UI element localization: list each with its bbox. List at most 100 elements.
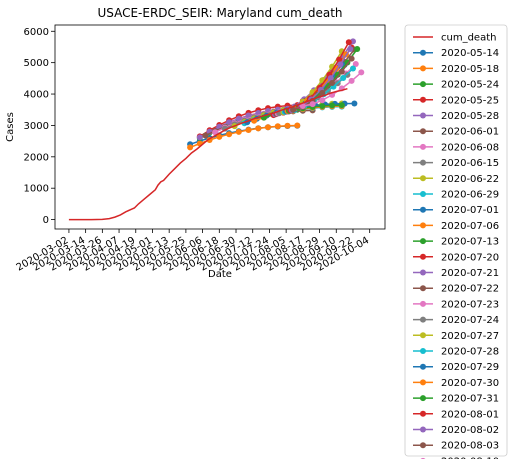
legend-label-2020-07-30: 2020-07-30	[441, 378, 499, 389]
series-point-2020-08-10-6	[358, 69, 365, 76]
series-point-2020-07-13-6	[319, 103, 326, 109]
legend-marker-2020-07-06	[420, 222, 426, 229]
series-point-2020-08-03-4	[329, 80, 336, 86]
legend-label-2020-07-20: 2020-07-20	[441, 252, 499, 263]
legend-label-2020-05-25: 2020-05-25	[441, 95, 499, 106]
series-point-2020-05-18-4	[226, 131, 233, 138]
series-point-2020-06-01-0	[202, 132, 209, 139]
legend-marker-2020-07-13	[420, 238, 426, 245]
legend-label-2020-07-28: 2020-07-28	[441, 347, 499, 358]
actual-line-cum_death	[68, 87, 348, 221]
series-point-2020-08-03-6	[348, 55, 355, 62]
y-tick-label-1000: 1000	[24, 184, 49, 195]
legend-label-2020-08-02: 2020-08-02	[441, 425, 499, 436]
series-point-2020-05-18-8	[265, 124, 271, 131]
plot-frame	[54, 24, 386, 230]
legend-marker-2020-05-24	[420, 81, 426, 88]
legend-marker-2020-07-27	[420, 332, 426, 339]
legend-marker-2020-07-31	[420, 395, 426, 402]
legend-label-2020-06-08: 2020-06-08	[441, 142, 499, 153]
legend-marker-2020-06-29	[420, 191, 426, 197]
series-point-2020-08-03-0	[290, 106, 297, 113]
series-point-2020-05-18-3	[216, 133, 223, 140]
legend-marker-2020-05-25	[420, 96, 426, 103]
legend-marker-2020-07-22	[420, 285, 426, 292]
series-point-2020-08-01-5	[336, 56, 343, 63]
chart-title: USACE-ERDC_SEIR: Maryland cum_death	[97, 6, 342, 20]
series-point-2020-05-18-5	[235, 128, 242, 135]
legend-label-2020-05-14: 2020-05-14	[441, 48, 499, 59]
series-point-2020-07-13-7	[329, 102, 336, 109]
y-tick-label-0: 0	[43, 215, 49, 226]
series-point-2020-06-08-0	[212, 129, 219, 136]
legend-marker-2020-08-01	[420, 410, 426, 417]
legend-label-cum_death: cum_death	[441, 33, 496, 44]
legend-label-2020-07-13: 2020-07-13	[441, 237, 499, 248]
legend-marker-2020-07-21	[420, 269, 426, 276]
legend-marker-2020-05-18	[420, 65, 426, 72]
legend-label-2020-06-01: 2020-06-01	[441, 127, 499, 138]
y-tick-label-6000: 6000	[24, 27, 49, 38]
legend-frame	[404, 24, 508, 457]
legend-marker-2020-07-24	[420, 316, 426, 323]
series-2020-08-10	[299, 69, 365, 109]
legend-marker-2020-07-28	[420, 348, 426, 354]
series-point-2020-05-28-3	[226, 119, 233, 126]
series-point-2020-08-02-5	[337, 61, 344, 68]
x-axis: 2020-03-022020-03-142020-03-262020-04-07…	[15, 229, 371, 274]
legend-marker-2020-06-08	[420, 143, 426, 150]
legend-marker-2020-06-15	[420, 159, 426, 166]
legend-label-2020-06-15: 2020-06-15	[441, 158, 499, 169]
legend: cum_death 2020-05-14 2020-05-18 2020-05-24 2…	[404, 24, 508, 463]
series-point-2020-08-10-2	[319, 97, 326, 104]
legend-label-2020-08-01: 2020-08-01	[441, 409, 499, 420]
series-point-2020-07-31-7	[354, 46, 361, 52]
legend-label-2020-07-31: 2020-07-31	[441, 394, 499, 405]
legend-marker-2020-06-22	[420, 175, 426, 182]
y-tick-label-5000: 5000	[24, 58, 49, 69]
legend-label-2020-07-24: 2020-07-24	[441, 315, 499, 326]
series-point-2020-05-28-0	[196, 134, 203, 141]
legend-label-2020-07-06: 2020-07-06	[441, 221, 499, 232]
series-point-2020-08-01-6	[345, 39, 352, 46]
legend-label-2020-07-01: 2020-07-01	[441, 205, 499, 216]
series-point-2020-08-10-1	[309, 101, 316, 108]
y-tick-label-2000: 2000	[24, 152, 49, 163]
series-point-2020-05-28-5	[245, 112, 252, 119]
y-axis: 0 1000 2000 3000 4000 5000 6000	[24, 27, 55, 226]
legend-label-2020-07-29: 2020-07-29	[441, 362, 499, 373]
legend-marker-2020-06-01	[420, 128, 426, 135]
plot-area	[68, 38, 365, 221]
legend-label-2020-07-21: 2020-07-21	[441, 268, 499, 279]
series-point-2020-05-18-10	[284, 122, 291, 129]
legend-label-2020-05-24: 2020-05-24	[441, 80, 499, 91]
legend-label-2020-07-23: 2020-07-23	[441, 299, 499, 310]
series-point-2020-08-03-3	[319, 89, 326, 96]
legend-marker-2020-08-02	[420, 426, 426, 433]
legend-marker-2020-05-28	[420, 112, 426, 119]
series-point-2020-07-28-7	[350, 65, 356, 72]
legend-marker-2020-07-01	[420, 206, 426, 213]
series-point-2020-07-31-5	[334, 71, 341, 78]
y-tick-label-4000: 4000	[24, 90, 49, 101]
legend-marker-2020-05-14	[420, 49, 426, 56]
legend-label-2020-05-28: 2020-05-28	[441, 111, 499, 122]
series-point-2020-08-02-4	[327, 75, 334, 82]
legend-marker-2020-08-03	[420, 442, 426, 449]
series-point-2020-07-23-8	[352, 61, 359, 67]
legend-label-2020-06-22: 2020-06-22	[441, 174, 499, 185]
series-point-2020-08-10-5	[348, 77, 355, 84]
series-point-2020-05-18-7	[255, 125, 262, 132]
series-point-2020-08-03-5	[338, 68, 345, 75]
series-point-2020-07-28-6	[340, 75, 347, 81]
legend-marker-2020-07-20	[420, 253, 426, 260]
legend-marker-2020-07-30	[420, 379, 426, 386]
legend-marker-2020-07-23	[420, 300, 426, 307]
series-point-2020-05-18-11	[294, 122, 301, 129]
series-point-2020-05-18-9	[274, 123, 281, 130]
legend-label-2020-08-03: 2020-08-03	[441, 441, 499, 452]
x-axis-label: Date	[208, 269, 232, 280]
y-tick-label-3000: 3000	[24, 121, 49, 132]
